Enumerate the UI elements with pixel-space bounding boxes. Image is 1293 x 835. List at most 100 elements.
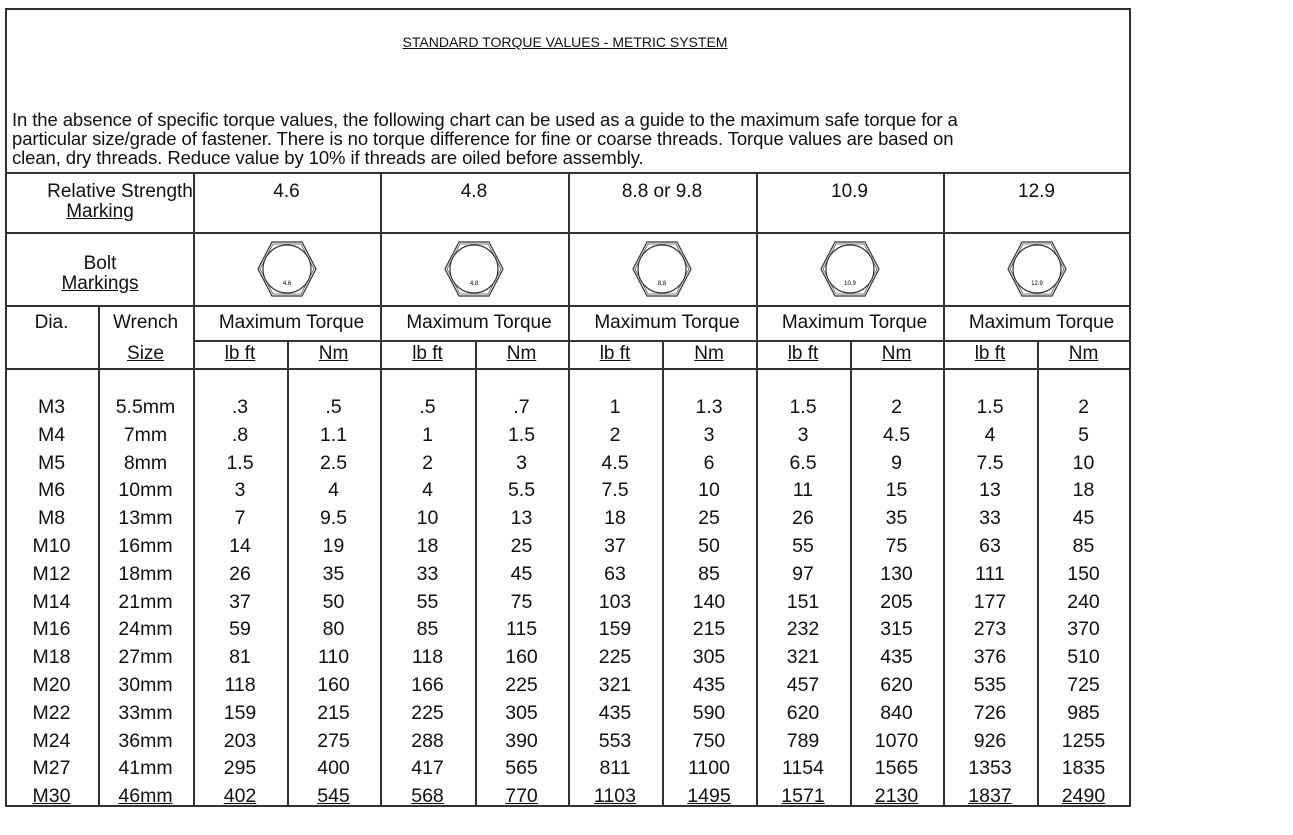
torque-cell: 55 <box>792 535 814 557</box>
unit-lbft: lb ft <box>787 343 819 364</box>
bolt-head-icon: 4.8 <box>444 241 504 297</box>
bolt-mark-text: 10.9 <box>844 281 856 287</box>
torque-cell: 417 <box>411 757 444 780</box>
diameter-cell: M3 <box>37 396 66 418</box>
diameter-cell: M30 <box>32 785 71 808</box>
strength-label: Relative Strength <box>47 181 193 202</box>
intro-line: clean, dry threads. Reduce value by 10% … <box>12 147 644 168</box>
torque-cell: 115 <box>505 618 538 641</box>
torque-cell: 6 <box>703 451 715 474</box>
grade-1: 4.8 <box>460 181 488 202</box>
torque-cell: 435 <box>692 674 726 696</box>
torque-cell: 35 <box>322 562 345 585</box>
table-rule <box>943 172 945 806</box>
strength-label: Marking <box>66 201 134 222</box>
torque-cell: 13 <box>510 507 533 530</box>
document-title: STANDARD TORQUE VALUES - METRIC SYSTEM <box>402 34 728 50</box>
wrench-size-cell: 7mm <box>123 423 168 446</box>
torque-cell: 177 <box>973 590 1007 613</box>
torque-cell: 1.5 <box>226 451 254 474</box>
torque-cell: 725 <box>1067 674 1100 696</box>
bolt-mark-text: 8.8 <box>658 281 667 287</box>
torque-cell: 1.1 <box>319 423 348 446</box>
bolt-head-icon: 10.9 <box>819 241 880 297</box>
torque-cell: 18 <box>1072 479 1095 502</box>
torque-cell: 750 <box>692 729 726 752</box>
torque-cell: 18 <box>416 535 439 557</box>
torque-cell: 4 <box>422 479 433 502</box>
torque-cell: 305 <box>692 646 726 669</box>
table-rule <box>850 340 852 806</box>
torque-cell: 85 <box>698 562 720 585</box>
torque-cell: 1 <box>422 423 433 446</box>
torque-cell: 7.5 <box>601 479 629 502</box>
unit-nm: Nm <box>506 343 537 364</box>
diameter-cell: M14 <box>32 590 71 613</box>
torque-cell: 840 <box>880 701 913 724</box>
torque-cell: 1495 <box>687 785 731 808</box>
diameter-cell: M18 <box>32 646 71 669</box>
diameter-cell: M4 <box>37 423 66 446</box>
wrench-size-cell: 30mm <box>118 674 173 696</box>
diameter-cell: M12 <box>32 562 71 585</box>
torque-cell: 225 <box>598 646 632 669</box>
table-rule <box>98 305 100 805</box>
torque-cell: 400 <box>317 757 350 780</box>
torque-cell: 75 <box>510 590 533 613</box>
torque-cell: 4.5 <box>882 423 911 446</box>
dia-header: Dia. <box>34 312 69 333</box>
torque-cell: 159 <box>598 618 632 641</box>
torque-cell: 25 <box>698 507 720 530</box>
table-rule <box>568 172 570 806</box>
torque-cell: 2 <box>609 423 621 446</box>
torque-cell: 376 <box>973 646 1007 669</box>
torque-cell: 3 <box>703 423 715 446</box>
torque-cell: 4 <box>328 479 339 502</box>
wrench-size-cell: 36mm <box>118 729 173 752</box>
torque-cell: 50 <box>698 535 720 557</box>
torque-cell: 545 <box>317 785 350 808</box>
torque-cell: 321 <box>786 646 820 669</box>
torque-cell: 1353 <box>968 757 1012 780</box>
torque-cell: 55 <box>416 590 439 613</box>
torque-cell: 620 <box>786 701 820 724</box>
torque-cell: 33 <box>979 507 1001 530</box>
torque-cell: 3 <box>797 423 809 446</box>
torque-cell: 5.5 <box>507 479 536 502</box>
torque-cell: 81 <box>229 646 251 669</box>
torque-cell: 118 <box>411 646 444 669</box>
unit-nm: Nm <box>694 343 724 364</box>
torque-cell: 75 <box>885 535 908 557</box>
grade-2: 8.8 or 9.8 <box>621 181 703 202</box>
torque-cell: 50 <box>322 590 345 613</box>
torque-cell: 1.5 <box>507 423 536 446</box>
diameter-cell: M20 <box>32 674 71 696</box>
torque-cell: 402 <box>223 785 257 808</box>
grade-3: 10.9 <box>831 181 868 202</box>
torque-cell: 63 <box>979 535 1001 557</box>
unit-nm: Nm <box>1068 343 1099 364</box>
torque-cell: 97 <box>792 562 814 585</box>
torque-cell: 45 <box>1072 507 1095 530</box>
torque-cell: 1835 <box>1061 757 1106 780</box>
torque-cell: 726 <box>973 701 1007 724</box>
wrench-size-cell: 13mm <box>118 507 173 530</box>
diameter-cell: M22 <box>32 701 71 724</box>
torque-cell: 2490 <box>1061 785 1106 808</box>
torque-cell: 568 <box>411 785 444 808</box>
torque-cell: 3 <box>234 479 246 502</box>
torque-cell: 9 <box>891 451 902 474</box>
torque-cell: 118 <box>224 674 256 696</box>
torque-cell: 789 <box>786 729 820 752</box>
diameter-cell: M8 <box>37 507 66 530</box>
torque-cell: 103 <box>598 590 632 613</box>
torque-cell: 435 <box>598 701 632 724</box>
torque-cell: 590 <box>692 701 726 724</box>
torque-cell: 1103 <box>594 785 636 808</box>
torque-cell: 7.5 <box>976 451 1004 474</box>
unit-lbft: lb ft <box>412 343 443 364</box>
torque-cell: 2 <box>1078 396 1089 418</box>
torque-cell: 435 <box>880 646 913 669</box>
torque-cell: 390 <box>505 729 538 752</box>
torque-cell: 321 <box>598 674 632 696</box>
